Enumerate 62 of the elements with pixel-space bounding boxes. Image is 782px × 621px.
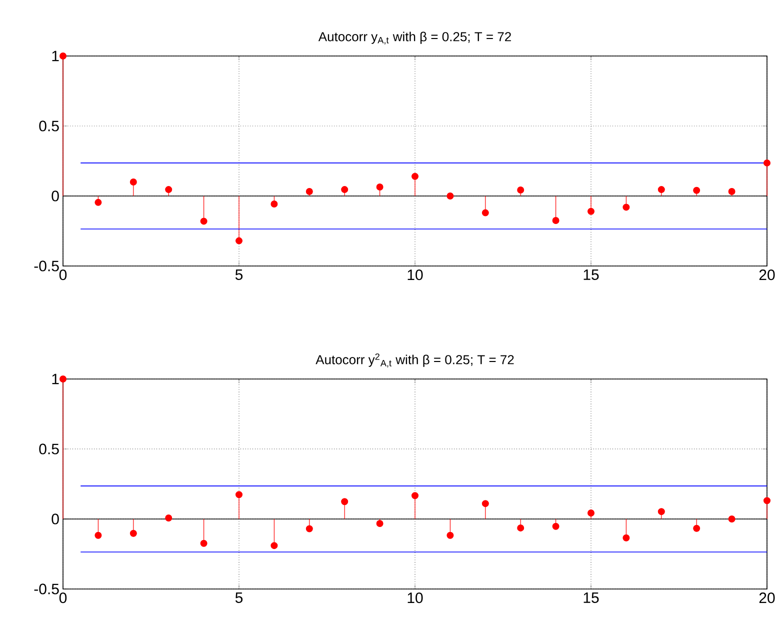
point bbox=[658, 508, 665, 516]
x-tick-label: 15 bbox=[584, 270, 599, 280]
point bbox=[60, 52, 67, 60]
point bbox=[94, 198, 102, 206]
x-tick-label: 20 bbox=[759, 592, 775, 604]
point bbox=[552, 216, 560, 224]
point bbox=[165, 514, 172, 522]
point bbox=[376, 520, 384, 527]
y-tick-label: 0 bbox=[52, 190, 59, 202]
x-tick-label: 5 bbox=[235, 270, 243, 280]
y-tick-label: 0.5 bbox=[39, 444, 59, 454]
y-tick-label: -0.5 bbox=[34, 260, 59, 272]
chart-title: Autocorr y$_{A,t}$ with β = 0.25; T = 72 bbox=[318, 32, 511, 44]
y-tick-label: 0.5 bbox=[39, 120, 59, 132]
point bbox=[412, 172, 418, 180]
point bbox=[412, 492, 418, 500]
y-tick-label: 1 bbox=[52, 50, 59, 62]
point bbox=[60, 375, 67, 382]
point bbox=[693, 186, 700, 194]
x-tick-label: 15 bbox=[584, 592, 599, 603]
point bbox=[200, 540, 208, 547]
point bbox=[236, 491, 243, 498]
point bbox=[622, 534, 630, 542]
x-tick-label: 5 bbox=[235, 592, 243, 603]
point bbox=[693, 524, 700, 532]
point bbox=[200, 218, 208, 225]
y-tick-label: 0 bbox=[52, 514, 59, 524]
point bbox=[622, 204, 630, 211]
point bbox=[341, 186, 348, 194]
x-tick-label: 10 bbox=[408, 592, 423, 604]
x-tick-label: 0 bbox=[59, 592, 67, 604]
point bbox=[270, 200, 278, 208]
point bbox=[763, 497, 770, 504]
point bbox=[482, 500, 489, 508]
point bbox=[482, 209, 489, 216]
point bbox=[94, 532, 102, 539]
point bbox=[306, 188, 313, 196]
point bbox=[588, 208, 594, 215]
x-tick-label: 10 bbox=[408, 270, 423, 280]
point bbox=[446, 192, 454, 200]
point bbox=[763, 159, 770, 166]
point bbox=[588, 509, 594, 516]
point bbox=[728, 188, 736, 196]
point bbox=[517, 186, 524, 194]
point bbox=[270, 542, 278, 550]
point bbox=[446, 532, 454, 539]
y-tick-label: 1 bbox=[52, 374, 59, 384]
point bbox=[130, 178, 137, 186]
x-tick-label: 20 bbox=[759, 270, 775, 280]
point bbox=[130, 530, 137, 537]
point bbox=[728, 515, 736, 522]
point bbox=[658, 186, 665, 194]
y-tick-label: -0.5 bbox=[34, 584, 59, 594]
x-tick-label: 0 bbox=[59, 270, 67, 280]
point bbox=[165, 186, 172, 194]
point bbox=[306, 525, 313, 532]
point bbox=[341, 498, 348, 506]
point bbox=[552, 522, 560, 530]
point bbox=[517, 524, 524, 532]
chart-title: Autocorr y$^{2}$$_{A,t}$ with β = 0.25; T = 72 bbox=[316, 353, 514, 368]
point bbox=[236, 237, 243, 244]
point bbox=[376, 184, 384, 191]
